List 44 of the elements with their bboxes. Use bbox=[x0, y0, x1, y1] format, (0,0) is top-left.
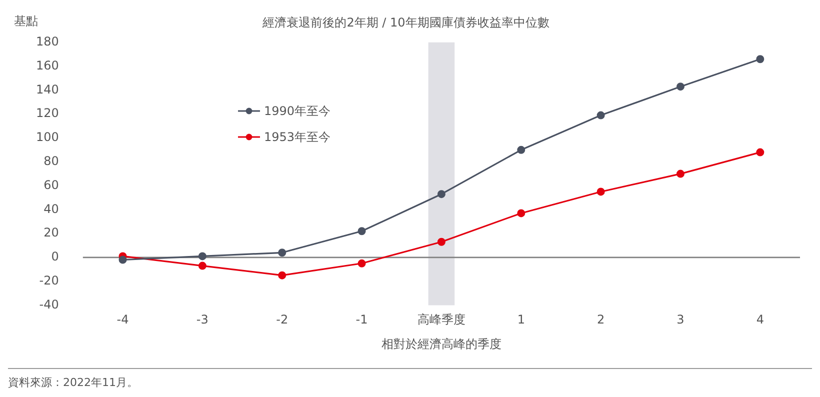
y-tick-label: 80 bbox=[44, 154, 59, 168]
x-tick-label: -3 bbox=[196, 312, 208, 327]
y-tick-label: -20 bbox=[39, 273, 59, 288]
x-tick-label: -4 bbox=[116, 312, 129, 327]
x-tick-label: 3 bbox=[676, 312, 684, 327]
point bbox=[676, 170, 684, 178]
point bbox=[278, 271, 286, 280]
x-axis-title: 相對於經濟高峰的季度 bbox=[381, 336, 502, 351]
y-tick-label: 0 bbox=[51, 250, 59, 264]
point bbox=[358, 259, 366, 268]
point bbox=[118, 256, 127, 264]
x-tick-label: 高峰季度 bbox=[417, 312, 466, 327]
x-tick-label: 2 bbox=[596, 312, 605, 327]
y-tick-label: 60 bbox=[44, 178, 59, 192]
x-tick-label: -1 bbox=[356, 312, 368, 327]
point bbox=[358, 227, 366, 236]
x-tick-label: 1 bbox=[517, 312, 525, 327]
point bbox=[517, 146, 526, 154]
point bbox=[437, 190, 446, 198]
y-tick-label: 180 bbox=[36, 34, 59, 49]
point bbox=[278, 248, 286, 257]
point bbox=[517, 209, 526, 218]
y-tick-label: 160 bbox=[36, 58, 59, 72]
point bbox=[198, 262, 206, 270]
y-axis-title: 基點 bbox=[14, 14, 38, 28]
chart-title: 經濟衰退前後的2年期 / 10年期國庫債券收益率中位數 bbox=[262, 15, 550, 30]
point bbox=[596, 111, 605, 120]
point bbox=[676, 82, 684, 91]
x-tick-label: 4 bbox=[756, 312, 764, 327]
point bbox=[596, 188, 605, 196]
source-note: 資料來源：2022年11月。 bbox=[8, 375, 139, 390]
y-tick-label: 140 bbox=[36, 82, 59, 96]
y-tick-label: 100 bbox=[36, 130, 59, 144]
y-tick-label: 20 bbox=[44, 226, 59, 240]
y-tick-label: 40 bbox=[44, 202, 59, 216]
point bbox=[756, 148, 764, 156]
point bbox=[437, 238, 446, 246]
x-tick-label: -2 bbox=[276, 312, 288, 327]
point bbox=[198, 252, 206, 260]
y-tick-label: 120 bbox=[36, 106, 59, 120]
y-tick-label: -40 bbox=[39, 297, 59, 312]
point bbox=[756, 55, 764, 64]
legend-label: 1990年至今 bbox=[264, 102, 331, 120]
legend-label: 1953年至今 bbox=[264, 128, 331, 146]
